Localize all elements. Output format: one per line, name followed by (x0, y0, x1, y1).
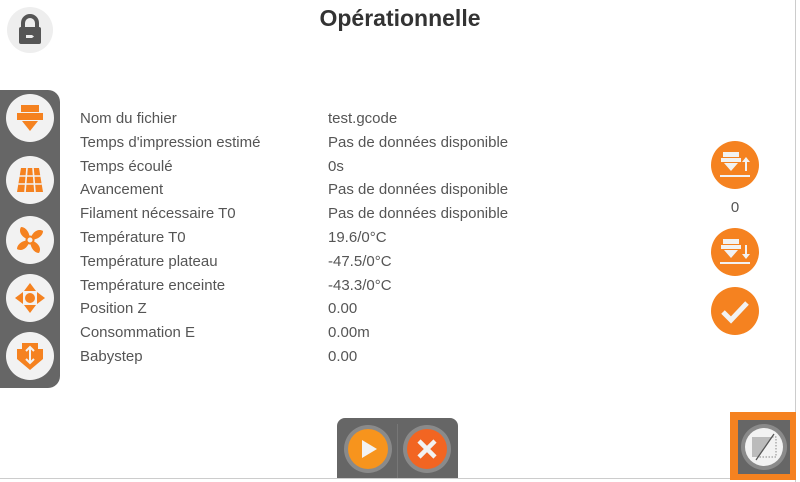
info-value: 0.00 (328, 348, 358, 365)
info-label: Position Z (80, 300, 147, 318)
nozzle-down-icon (720, 239, 750, 264)
info-row: Filament nécessaire T0 Pas de données dis… (80, 202, 508, 226)
info-label: Nom du fichier (80, 110, 177, 127)
info-label: Filament nécessaire T0 (80, 205, 236, 223)
babystep-up-button[interactable] (711, 141, 759, 189)
info-value: 19.6/0°C (328, 229, 387, 246)
info-row: Avancement Pas de données disponible (80, 178, 508, 202)
info-row: Température enceinte -43.3/0°C (80, 274, 392, 298)
info-value: 0.00 (328, 300, 358, 318)
info-label: Température T0 (80, 229, 186, 246)
info-label: Température plateau (80, 252, 218, 270)
lock-icon (19, 14, 41, 44)
sidebar-item-extrude-retract[interactable] (6, 332, 54, 380)
info-row: Babystep 0.00 (80, 345, 357, 369)
info-value: -43.3/0°C (328, 276, 392, 294)
play-button[interactable] (344, 425, 392, 473)
info-label: Babystep (80, 348, 143, 365)
cancel-icon (417, 439, 437, 459)
screen-toggle-icon (752, 433, 777, 461)
info-row: Position Z 0.00 (80, 297, 357, 321)
sidebar-item-move[interactable] (6, 274, 54, 322)
info-value: 0.00m (328, 324, 370, 342)
info-row: Consommation E 0.00m (80, 321, 370, 345)
info-label: Temps d'impression estimé (80, 133, 261, 151)
confirm-button[interactable] (711, 287, 759, 335)
bed-grid-icon (17, 167, 43, 193)
sidebar-item-fan[interactable] (6, 216, 54, 264)
babystep-counter: 0 (730, 199, 740, 216)
info-value: Pas de données disponible (328, 205, 509, 223)
sidebar-item-extruder[interactable] (6, 94, 54, 142)
info-row: Température plateau -47.5/0°C (80, 250, 392, 274)
lock-button[interactable] (7, 7, 53, 53)
info-label: Température enceinte (80, 276, 226, 294)
info-row: Temps écoulé 0s (80, 155, 344, 179)
bottom-border (0, 478, 796, 479)
babystep-down-button[interactable] (711, 228, 759, 276)
info-value: test.gcode (328, 110, 398, 127)
page-title: Opérationnelle (319, 5, 481, 31)
check-icon (721, 301, 749, 324)
cancel-button[interactable] (403, 425, 451, 473)
extrude-retract-icon (17, 343, 43, 370)
info-row: Temps d'impression estimé Pas de données … (80, 131, 508, 155)
fan-icon (17, 227, 43, 253)
info-label: Temps écoulé (80, 157, 173, 175)
info-value: Pas de données disponible (328, 133, 509, 151)
info-row: Nom du fichier test.gcode (80, 107, 397, 131)
sidebar-item-bed[interactable] (6, 156, 54, 204)
nozzle-up-icon (720, 152, 750, 177)
play-icon (362, 440, 377, 458)
info-value: -47.5/0°C (328, 252, 392, 270)
extruder-icon (17, 105, 43, 131)
info-label: Consommation E (80, 324, 196, 342)
info-label: Avancement (80, 181, 164, 199)
info-value: Pas de données disponible (328, 181, 509, 199)
right-border (795, 0, 796, 482)
divider (397, 424, 398, 478)
info-value: 0s (328, 157, 344, 175)
move-arrows-icon (15, 283, 45, 313)
screen-toggle-button[interactable] (738, 420, 790, 474)
info-row: Température T0 19.6/0°C (80, 226, 387, 250)
